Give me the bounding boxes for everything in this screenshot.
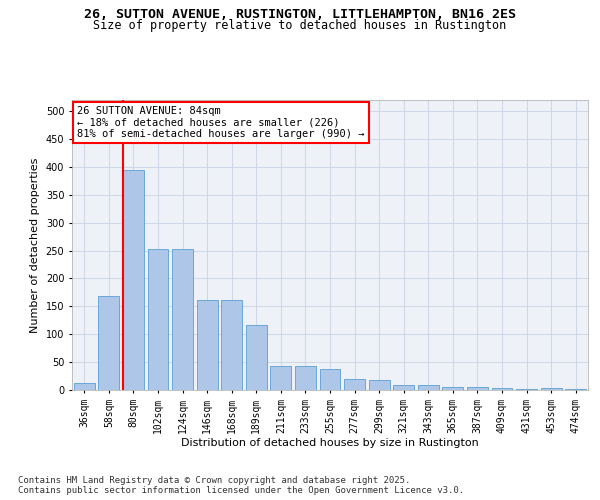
X-axis label: Distribution of detached houses by size in Rustington: Distribution of detached houses by size …: [181, 438, 479, 448]
Bar: [344, 380, 365, 390]
Text: Contains HM Land Registry data © Crown copyright and database right 2025.
Contai: Contains HM Land Registry data © Crown c…: [18, 476, 464, 495]
Bar: [491, 388, 512, 390]
Bar: [172, 249, 193, 390]
Y-axis label: Number of detached properties: Number of detached properties: [30, 158, 40, 332]
Bar: [393, 385, 414, 390]
Bar: [467, 387, 488, 390]
Bar: [221, 300, 242, 390]
Bar: [541, 388, 562, 390]
Bar: [271, 366, 292, 390]
Bar: [98, 296, 119, 390]
Bar: [442, 386, 463, 390]
Bar: [246, 326, 267, 390]
Bar: [368, 380, 389, 390]
Bar: [295, 366, 316, 390]
Bar: [320, 370, 340, 390]
Bar: [74, 384, 95, 390]
Text: 26 SUTTON AVENUE: 84sqm
← 18% of detached houses are smaller (226)
81% of semi-d: 26 SUTTON AVENUE: 84sqm ← 18% of detache…: [77, 106, 365, 139]
Bar: [197, 300, 218, 390]
Bar: [148, 249, 169, 390]
Text: Size of property relative to detached houses in Rustington: Size of property relative to detached ho…: [94, 19, 506, 32]
Text: 26, SUTTON AVENUE, RUSTINGTON, LITTLEHAMPTON, BN16 2ES: 26, SUTTON AVENUE, RUSTINGTON, LITTLEHAM…: [84, 8, 516, 20]
Bar: [123, 170, 144, 390]
Bar: [418, 385, 439, 390]
